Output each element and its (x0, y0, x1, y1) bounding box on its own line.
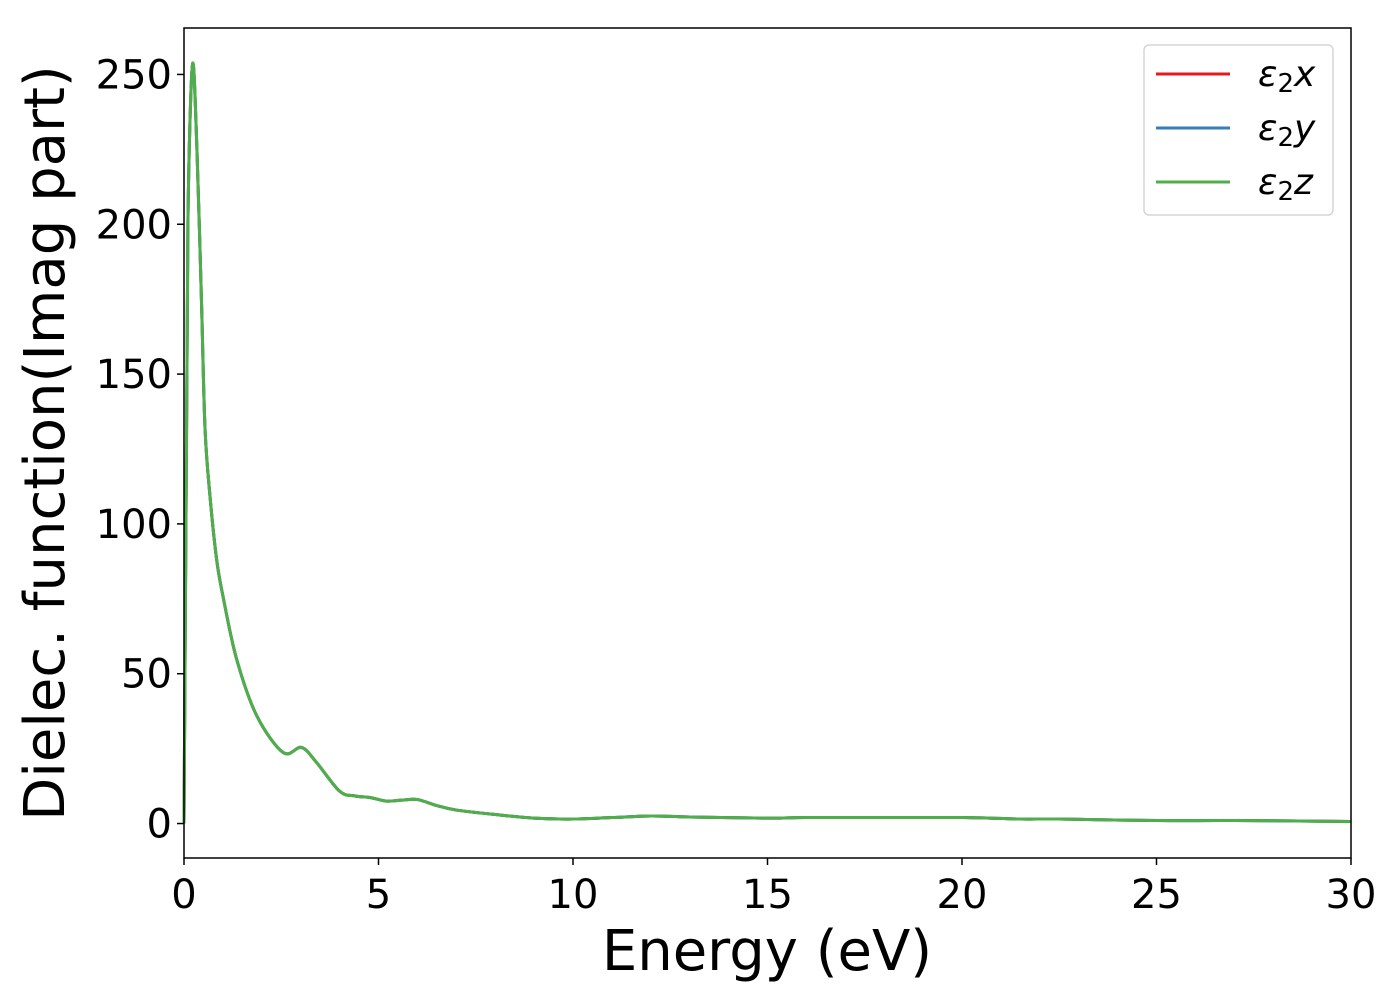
legend-label-z: ε2z (1258, 162, 1314, 207)
y-tick-label: 250 (96, 52, 172, 98)
y-tick-label: 150 (96, 352, 172, 398)
x-axis: 0 5 10 15 20 25 30 (171, 858, 1376, 918)
legend-label-y: ε2y (1258, 108, 1316, 153)
y-tick-label: 50 (121, 652, 172, 698)
legend: ε2x ε2y ε2z (1143, 44, 1334, 216)
x-tick-label: 30 (1326, 872, 1377, 918)
y-axis-label: Dielec. function(Imag part) (13, 65, 78, 821)
y-axis: 0 50 100 150 200 250 (96, 52, 184, 848)
x-tick-label: 0 (171, 872, 196, 918)
y-tick-label: 100 (96, 502, 172, 548)
x-tick-label: 10 (548, 872, 599, 918)
x-tick-label: 15 (742, 872, 793, 918)
legend-label-x: ε2x (1258, 54, 1316, 99)
y-tick-label: 200 (96, 202, 172, 248)
x-tick-label: 20 (937, 872, 988, 918)
series-line-z (182, 61, 1352, 824)
y-tick-label: 0 (147, 802, 172, 848)
x-axis-label: Energy (eV) (602, 919, 932, 984)
legend-frame (1143, 44, 1334, 216)
x-tick-label: 5 (366, 872, 391, 918)
series-lines (182, 61, 1352, 824)
x-tick-label: 25 (1131, 872, 1182, 918)
